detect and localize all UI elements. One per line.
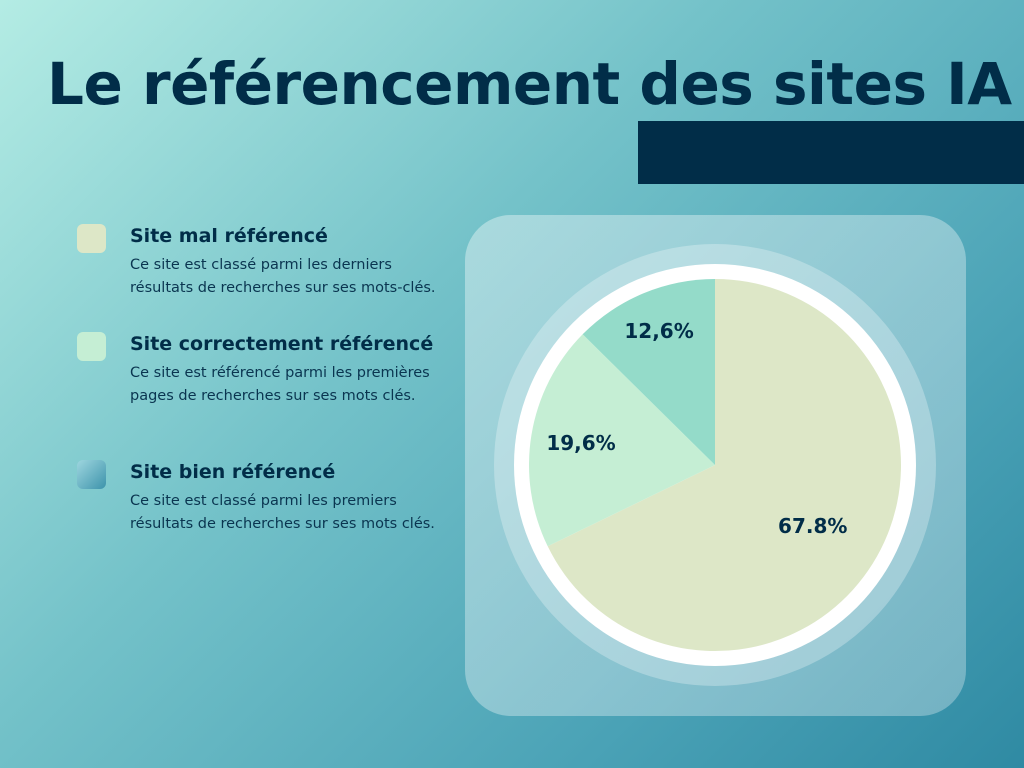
legend-desc-correct: Ce site est référencé parmi les première…	[130, 365, 430, 404]
legend-title-mal: Site mal référencé	[130, 225, 328, 247]
legend-swatch-bien	[77, 460, 106, 489]
page-title: Le référencement des sites IA	[47, 50, 1012, 118]
pie-slice-mal	[547, 279, 901, 651]
title-accent-bar	[638, 121, 1024, 184]
legend-swatch-correct	[77, 332, 106, 361]
pie-label-mal: 67.8%	[778, 514, 847, 538]
pie-slice-correct	[529, 334, 715, 547]
pie-slice-bien	[582, 279, 715, 465]
pie-slices	[529, 279, 901, 651]
legend-title-correct: Site correctement référencé	[130, 333, 434, 355]
pie-label-correct: 19,6%	[546, 431, 615, 455]
pie-chart: 67.8% 19,6% 12,6%	[494, 244, 936, 686]
pie-label-bien: 12,6%	[624, 319, 693, 343]
legend-desc-mal: Ce site est classé parmi les derniers ré…	[130, 257, 436, 296]
pie-labels: 67.8% 19,6% 12,6%	[546, 319, 847, 538]
legend-title-bien: Site bien référencé	[130, 461, 336, 483]
legend-swatch-mal	[77, 224, 106, 253]
legend-desc-bien: Ce site est classé parmi les premiers ré…	[130, 493, 435, 532]
